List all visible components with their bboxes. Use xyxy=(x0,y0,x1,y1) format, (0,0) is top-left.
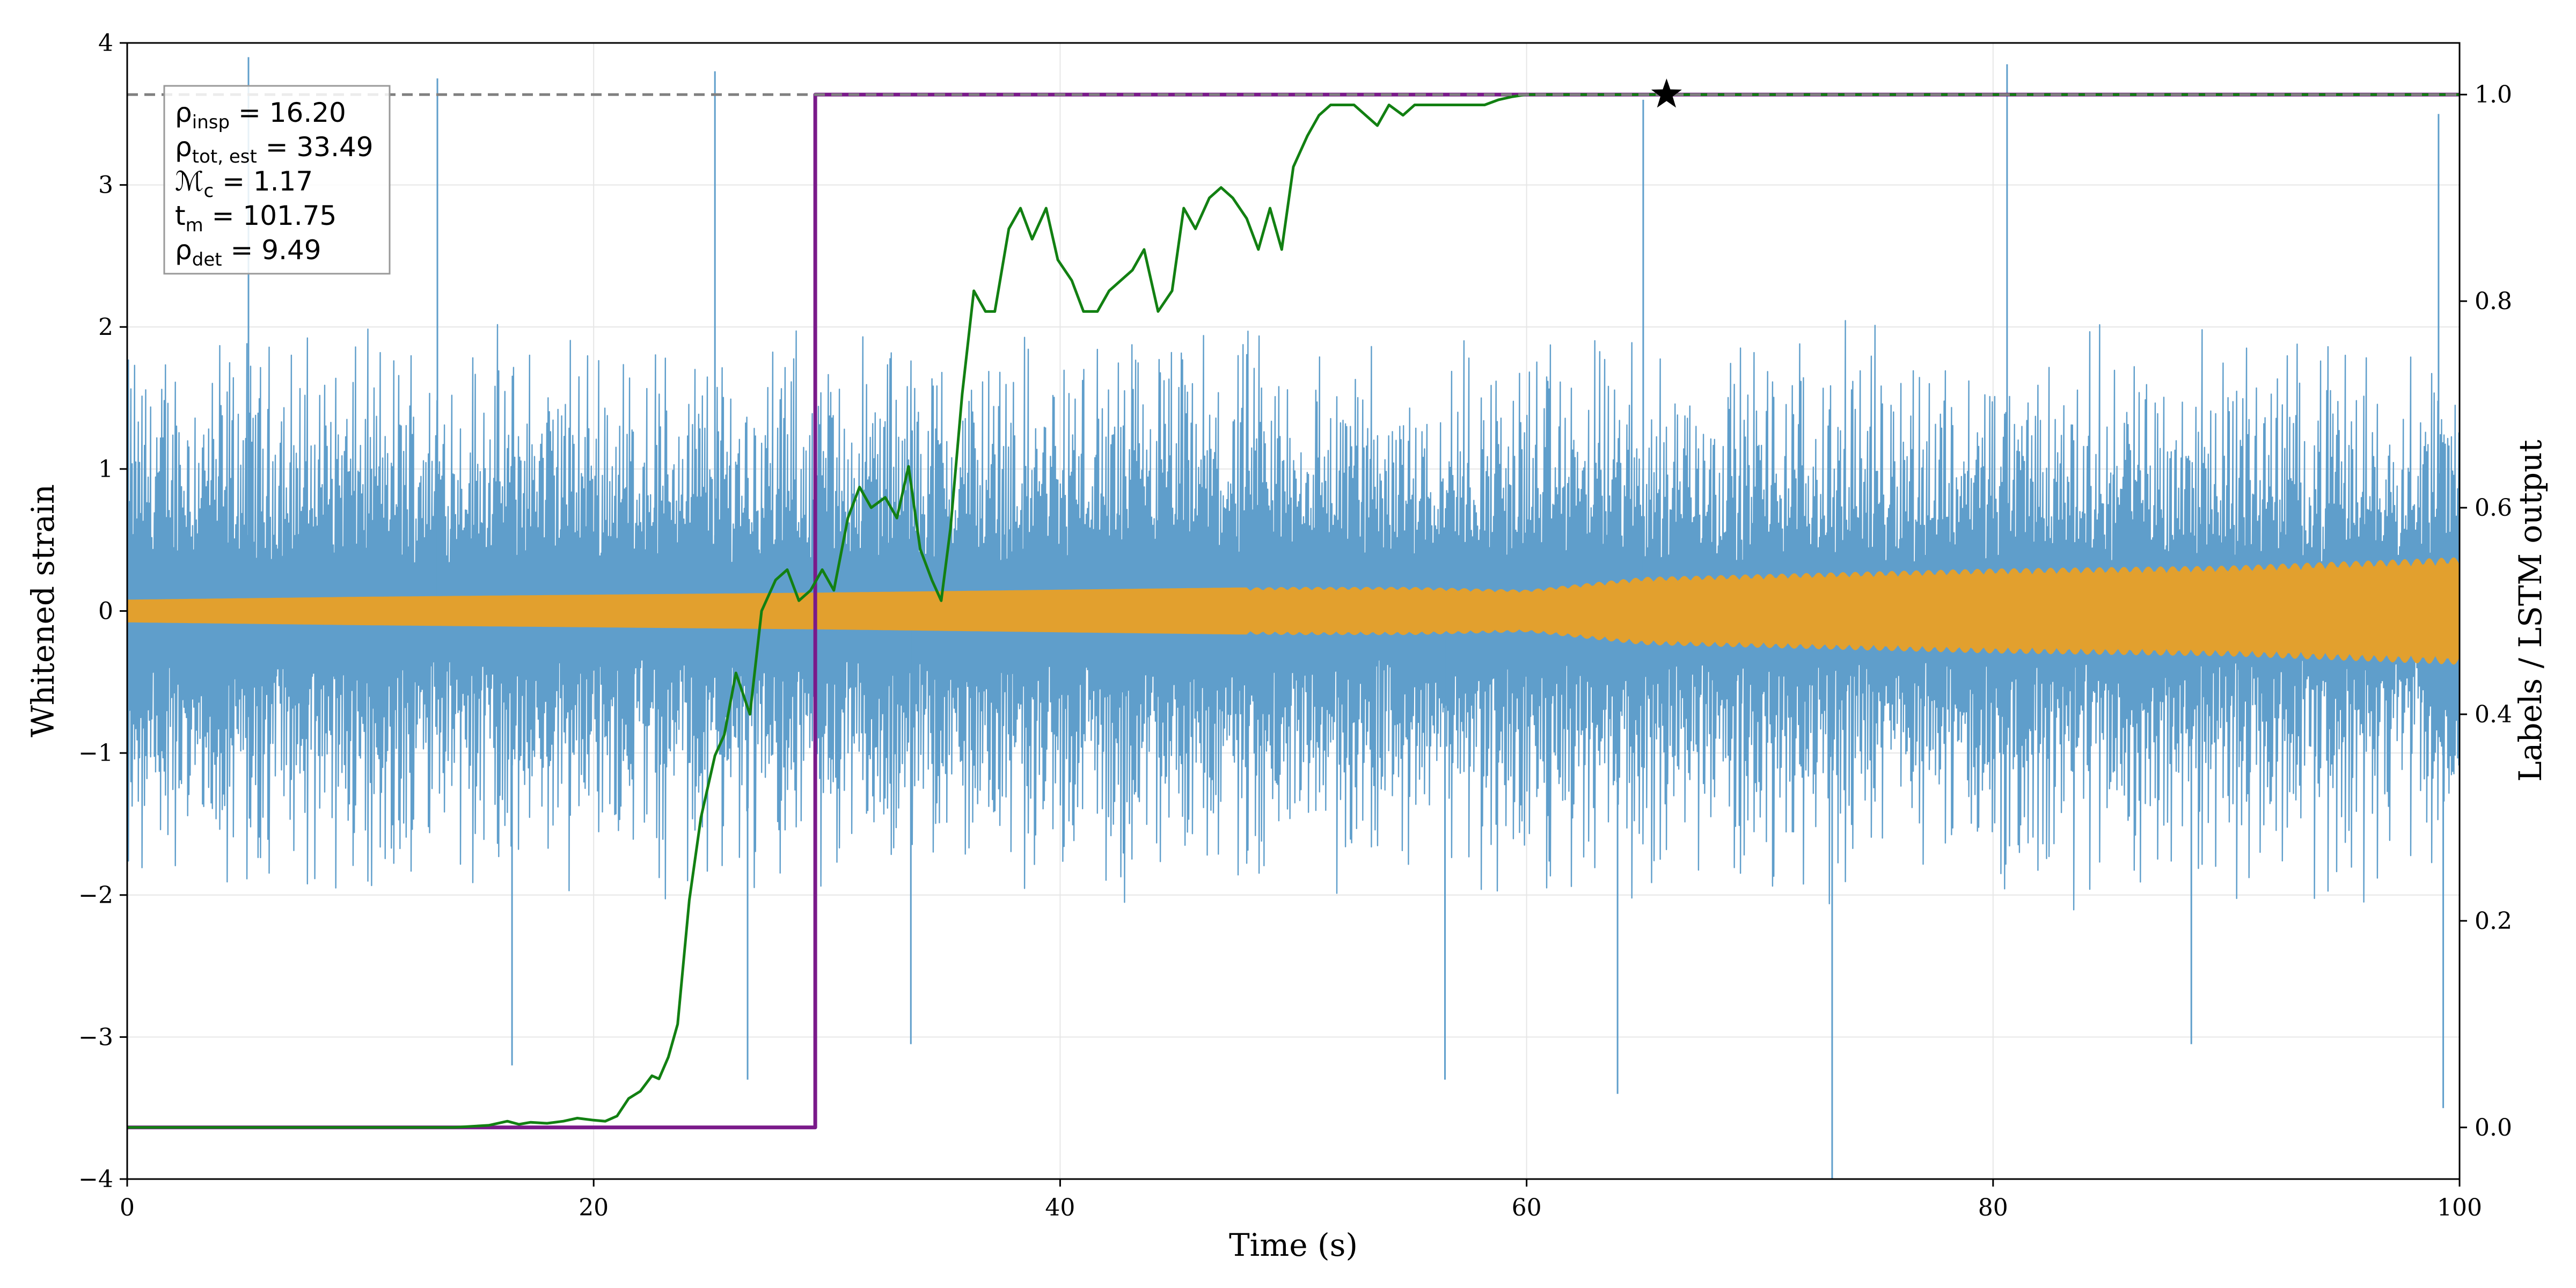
x-axis-label: Time (s) xyxy=(1229,1227,1358,1263)
x-tick-label: 60 xyxy=(1512,1194,1542,1221)
y2-tick-label: 0.6 xyxy=(2475,494,2512,522)
y-tick-label: 1 xyxy=(98,456,113,483)
y2-tick-label: 1.0 xyxy=(2475,81,2512,108)
detection-star-marker xyxy=(1651,78,1682,108)
y-tick-label: −1 xyxy=(78,740,113,767)
legend-entry: ρtot, est = 33.49 xyxy=(175,131,374,167)
y2-tick-label: 0.0 xyxy=(2475,1114,2512,1141)
y2-axis-label: Labels / LSTM output xyxy=(2512,440,2549,781)
y-tick-label: 0 xyxy=(98,598,113,625)
y-tick-label: 2 xyxy=(98,313,113,341)
signal-waveform-band xyxy=(127,557,2460,665)
legend-entry: ρinsp = 16.20 xyxy=(175,97,346,133)
legend-entry: ℳc = 1.17 xyxy=(175,166,313,202)
legend-box xyxy=(163,85,391,275)
x-tick-label: 100 xyxy=(2437,1194,2482,1221)
y2-tick-label: 0.4 xyxy=(2475,701,2512,728)
x-tick-label: 40 xyxy=(1045,1194,1075,1221)
series-layer xyxy=(126,57,2460,1179)
lstm-output-line xyxy=(127,93,2460,1129)
y-tick-label: 4 xyxy=(98,30,113,57)
y-tick-label: −3 xyxy=(78,1023,113,1051)
y2-tick-label: 0.2 xyxy=(2475,908,2512,935)
x-tick-label: 80 xyxy=(1978,1194,2008,1221)
x-tick-label: 20 xyxy=(579,1194,609,1221)
x-tick-label: 0 xyxy=(120,1194,135,1221)
y-tick-label: 3 xyxy=(98,172,113,199)
y-tick-label: −2 xyxy=(78,882,113,909)
y-tick-label: −4 xyxy=(78,1166,113,1193)
legend-entry: tm = 101.75 xyxy=(175,200,336,236)
y2-tick-label: 0.8 xyxy=(2475,288,2512,315)
legend-entry: ρdet = 9.49 xyxy=(175,235,321,270)
ticks: 0 20 40 60 80 100 −4 −3 −2 −1 0 1 2 3 4 0.0 0.2 0.4 0.6 0.8… xyxy=(78,30,2512,1221)
y-axis-label: Whitened strain xyxy=(25,484,61,737)
